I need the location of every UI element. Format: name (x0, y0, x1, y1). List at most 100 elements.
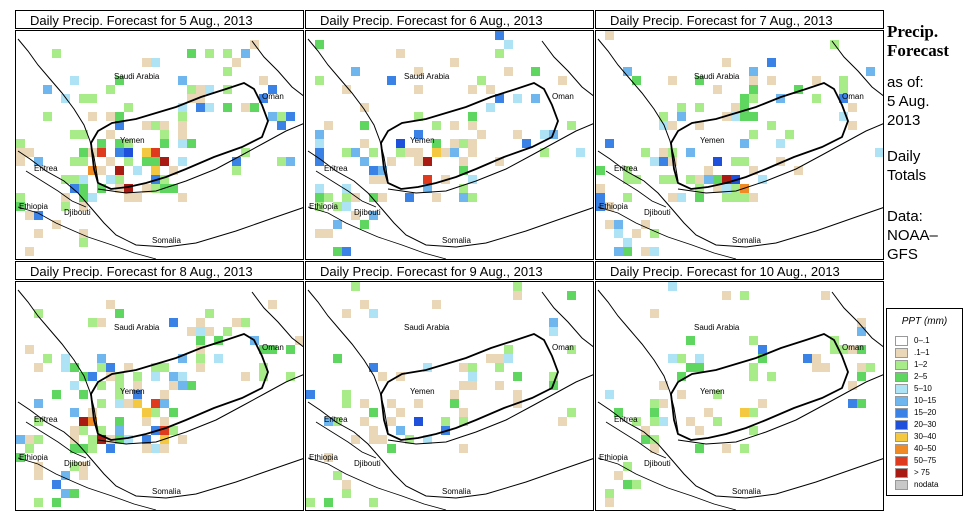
precip-cell (740, 94, 749, 103)
precip-cell (740, 103, 749, 112)
precip-cell (342, 85, 351, 94)
place-label-somalia: Somalia (152, 487, 181, 496)
precip-cell (34, 498, 43, 507)
precip-cell (722, 444, 731, 453)
precip-cell (360, 220, 369, 229)
precip-cell (79, 426, 88, 435)
precip-cell (513, 291, 522, 300)
precip-cell (151, 184, 160, 193)
precip-cell-heavy (88, 166, 97, 175)
precip-cell (731, 193, 740, 202)
precip-cell (414, 67, 423, 76)
precip-cell (333, 417, 342, 426)
legend-swatch (895, 360, 908, 370)
precip-cell (34, 157, 43, 166)
precip-cell (450, 58, 459, 67)
precip-cell (178, 157, 187, 166)
precip-cell (88, 94, 97, 103)
place-label-somalia: Somalia (152, 236, 181, 245)
totals-line: Totals (887, 167, 927, 184)
precip-cell (432, 300, 441, 309)
precip-cell (196, 103, 205, 112)
precip-cell (803, 354, 812, 363)
precip-cell (79, 462, 88, 471)
precip-cell (342, 399, 351, 408)
precip-cell (632, 175, 641, 184)
map-boundaries (17, 38, 303, 259)
precip-cell (369, 498, 378, 507)
precip-cell (767, 76, 776, 85)
legend-swatch (895, 384, 908, 394)
precip-cell-heavy (151, 399, 160, 408)
precip-cell (749, 426, 758, 435)
precip-cell (115, 390, 124, 399)
precip-cell (450, 390, 459, 399)
precip-cell (160, 175, 169, 184)
precip-cell (25, 148, 34, 157)
precip-cell (133, 193, 142, 202)
precip-cell (749, 85, 758, 94)
precip-cell (97, 166, 106, 175)
precip-cell (749, 166, 758, 175)
arabian-coast (387, 123, 593, 194)
precip-cell (178, 76, 187, 85)
precip-cell (70, 489, 79, 498)
precip-cell (758, 175, 767, 184)
precip-cell (169, 408, 178, 417)
precip-cell (614, 408, 623, 417)
precip-cell (641, 426, 650, 435)
precip-cell (432, 193, 441, 202)
precip-cell (495, 31, 504, 40)
precip-cell (396, 426, 405, 435)
place-label-oman: Oman (262, 343, 284, 352)
red-sea-coast (17, 289, 99, 433)
precip-cell (596, 193, 605, 202)
precip-map: Saudi Arabia Oman Yemen Eritrea Ethiopia Djib… (305, 281, 594, 511)
precip-cell-heavy (142, 148, 151, 157)
precip-cell (360, 103, 369, 112)
ethiopia-border (17, 206, 89, 238)
precip-cell (686, 417, 695, 426)
precip-cell (61, 175, 70, 184)
precip-cell (79, 202, 88, 211)
precip-cell (596, 202, 605, 211)
precip-cell (659, 417, 668, 426)
precip-cell (169, 318, 178, 327)
precip-cell (333, 247, 342, 256)
oman-border (823, 82, 849, 122)
precip-cell (259, 94, 268, 103)
precip-cell (623, 175, 632, 184)
forecast-panel-4: Daily Precip. Forecast for 8 Aug., 2013 … (15, 261, 304, 511)
precip-cell (522, 139, 531, 148)
precip-cell (369, 363, 378, 372)
precip-cell (178, 354, 187, 363)
precip-cell (115, 381, 124, 390)
precip-cell-heavy (79, 417, 88, 426)
precip-cell (695, 444, 704, 453)
precip-cell (650, 229, 659, 238)
precip-cell (187, 139, 196, 148)
precip-cell (632, 480, 641, 489)
precip-cell (151, 58, 160, 67)
precip-cell (459, 444, 468, 453)
precip-cell-heavy (133, 399, 142, 408)
precip-cell (151, 372, 160, 381)
precip-grid (306, 282, 576, 507)
map-boundaries (597, 38, 883, 259)
precip-cell (124, 363, 133, 372)
red-sea-coast (307, 38, 389, 182)
precip-cell (695, 175, 704, 184)
precip-cell (513, 130, 522, 139)
precip-cell (495, 157, 504, 166)
precip-cell (387, 444, 396, 453)
precip-cell (414, 399, 423, 408)
precip-cell (686, 175, 695, 184)
gulf-of-aden-coast (597, 150, 883, 248)
precip-cell (558, 76, 567, 85)
precip-cell (61, 489, 70, 498)
precip-cell (659, 121, 668, 130)
precip-cell (268, 345, 277, 354)
precip-cell (605, 31, 614, 40)
precip-cell (241, 49, 250, 58)
precip-cell (88, 435, 97, 444)
